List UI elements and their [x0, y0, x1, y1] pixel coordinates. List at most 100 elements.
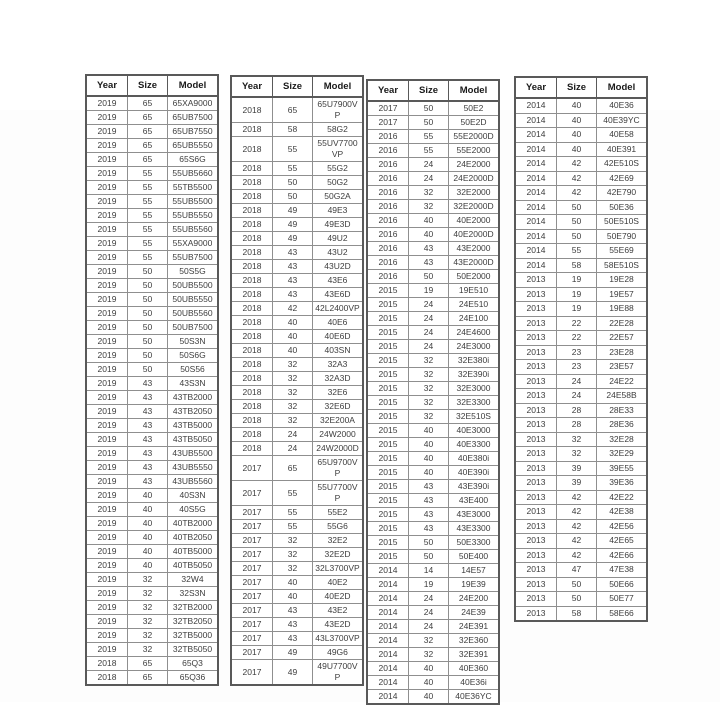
cell-year: 2019	[85, 292, 128, 307]
table-row: 2019 50 50S3N	[85, 334, 219, 349]
cell-year: 2015	[366, 437, 409, 452]
cell-model: 32E380i	[448, 353, 500, 368]
cell-size: 43	[127, 460, 168, 475]
cell-model: 40S3N	[167, 488, 219, 503]
header-row: Year Size Model	[85, 74, 219, 97]
cell-model: 43UB5500	[167, 446, 219, 461]
cell-year: 2017	[230, 547, 273, 562]
cell-size: 39	[556, 475, 597, 491]
table-row: 2015 32 32E510S	[366, 409, 500, 424]
table-row: 2014 40 40E36i	[366, 675, 500, 690]
cell-model: 32E391	[448, 647, 500, 662]
cell-size: 65	[127, 138, 168, 153]
table-row: 2019 32 32TB2050	[85, 614, 219, 629]
table-row: 2015 40 40E3300	[366, 437, 500, 452]
cell-model: 24E3000	[448, 339, 500, 354]
table-row: 2019 55 55TB5500	[85, 180, 219, 195]
table-row: 2018 43 43U2D	[230, 259, 364, 274]
table-row: 2013 28 28E33	[514, 402, 648, 418]
cell-model: 40TB5000	[167, 544, 219, 559]
cell-year: 2014	[514, 228, 557, 244]
cell-year: 2013	[514, 315, 557, 331]
table-row: 2018 65 65Q3	[85, 656, 219, 671]
cell-model: 65XA9000	[167, 95, 219, 111]
cell-size: 40	[556, 112, 597, 128]
cell-model: 32TB2000	[167, 600, 219, 615]
cell-year: 2019	[85, 446, 128, 461]
table-row: 2018 65 65U7900VP	[230, 96, 364, 123]
table-row: 2016 55 55E2000	[366, 143, 500, 158]
cell-year: 2015	[366, 297, 409, 312]
table-row: 2015 19 19E510	[366, 283, 500, 298]
column-header-year: Year	[85, 74, 128, 97]
cell-model: 43L3700VP	[312, 631, 364, 646]
table-row: 2019 50 50UB7500	[85, 320, 219, 335]
cell-size: 40	[408, 675, 449, 690]
cell-size: 32	[408, 367, 449, 382]
cell-model: 65U7900VP	[312, 96, 364, 123]
cell-model: 55E69	[596, 243, 648, 259]
cell-year: 2019	[85, 558, 128, 573]
cell-size: 28	[556, 402, 597, 418]
cell-size: 43	[127, 390, 168, 405]
cell-model: 50S56	[167, 362, 219, 377]
cell-model: 32E3300	[448, 395, 500, 410]
cell-size: 50	[556, 199, 597, 215]
cell-size: 24	[408, 297, 449, 312]
cell-size: 32	[127, 572, 168, 587]
cell-year: 2014	[366, 689, 409, 705]
cell-year: 2015	[366, 395, 409, 410]
cell-model: 42E65	[596, 533, 648, 549]
cell-model: 24E22	[596, 373, 648, 389]
cell-model: 42E66	[596, 547, 648, 563]
table-row: 2019 43 43TB2000	[85, 390, 219, 405]
cell-model: 40E360	[448, 661, 500, 676]
cell-year: 2019	[85, 418, 128, 433]
cell-size: 50	[408, 535, 449, 550]
cell-year: 2016	[366, 171, 409, 186]
cell-model: 50E2D	[448, 115, 500, 130]
cell-model: 40E2000	[448, 213, 500, 228]
cell-year: 2019	[85, 516, 128, 531]
table-row: 2019 50 50UB5550	[85, 292, 219, 307]
cell-year: 2014	[366, 675, 409, 690]
cell-model: 14E57	[448, 563, 500, 578]
cell-year: 2013	[514, 460, 557, 476]
cell-model: 65S6G	[167, 152, 219, 167]
table-row: 2014 40 40E39YC	[514, 112, 648, 128]
cell-size: 43	[272, 245, 313, 260]
cell-year: 2013	[514, 431, 557, 447]
cell-model: 19E88	[596, 301, 648, 317]
cell-size: 42	[556, 533, 597, 549]
table-row: 2016 32 32E2000D	[366, 199, 500, 214]
cell-year: 2019	[85, 530, 128, 545]
cell-size: 65	[127, 670, 168, 686]
cell-year: 2013	[514, 446, 557, 462]
cell-model: 50E66	[596, 576, 648, 592]
cell-model: 24E2000	[448, 157, 500, 172]
cell-size: 58	[272, 122, 313, 137]
cell-size: 19	[556, 301, 597, 317]
cell-size: 43	[127, 418, 168, 433]
cell-year: 2017	[230, 589, 273, 604]
table-row: 2014 19 19E39	[366, 577, 500, 592]
cell-size: 55	[272, 519, 313, 534]
cell-year: 2017	[230, 617, 273, 632]
table-row: 2015 40 40E390i	[366, 465, 500, 480]
cell-size: 24	[408, 605, 449, 620]
cell-size: 22	[556, 330, 597, 346]
cell-year: 2015	[366, 535, 409, 550]
table-row: 2019 40 40TB5050	[85, 558, 219, 573]
cell-size: 55	[272, 480, 313, 506]
cell-size: 42	[556, 156, 597, 172]
cell-year: 2013	[514, 330, 557, 346]
cell-year: 2013	[514, 489, 557, 505]
cell-model: 32A3D	[312, 371, 364, 386]
cell-year: 2018	[230, 329, 273, 344]
cell-size: 43	[272, 273, 313, 288]
cell-size: 32	[127, 614, 168, 629]
cell-model: 50E36	[596, 199, 648, 215]
cell-model: 32E2	[312, 533, 364, 548]
table-row: 2018 49 49U2	[230, 231, 364, 246]
cell-size: 24	[408, 619, 449, 634]
